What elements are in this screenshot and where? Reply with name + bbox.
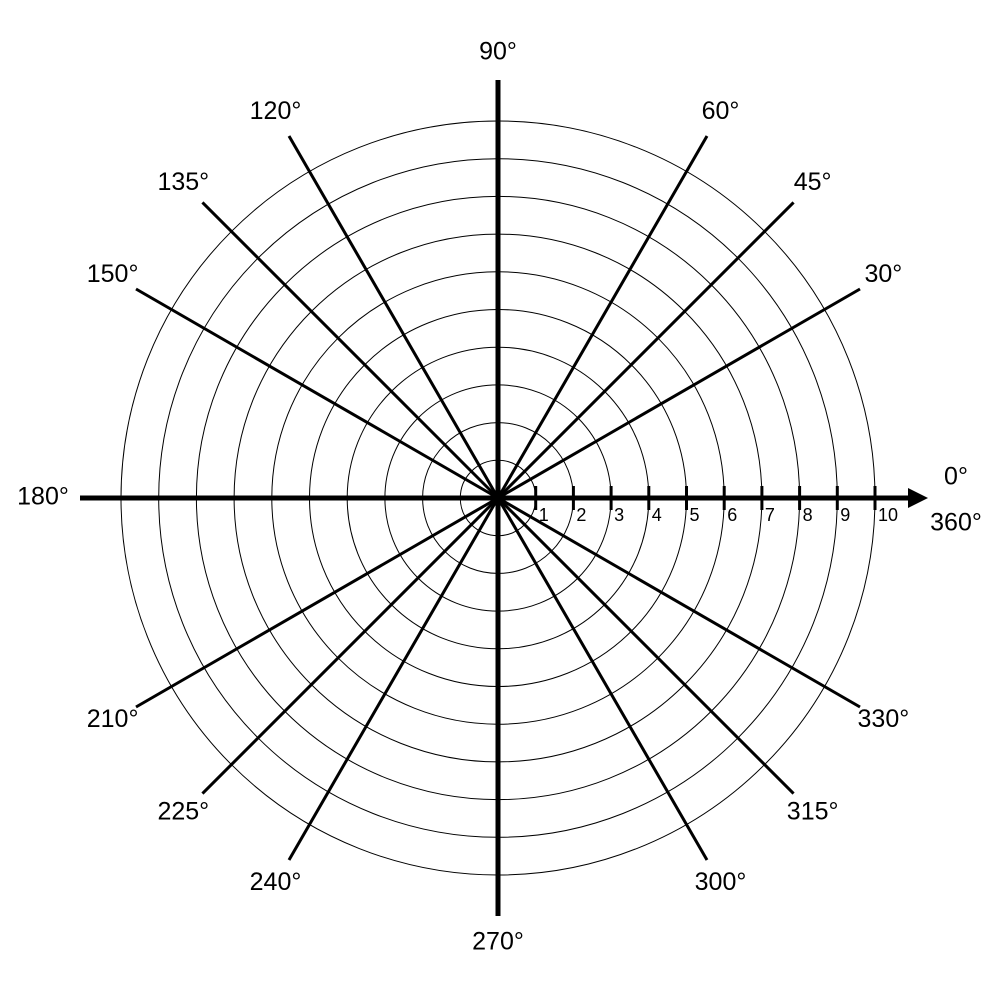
axis-arrow — [908, 488, 928, 508]
angle-label: 90° — [479, 38, 517, 66]
spoke — [135, 496, 499, 709]
spoke — [135, 287, 499, 500]
spoke — [201, 496, 500, 795]
angle-label: 330° — [858, 705, 910, 733]
angle-label: 60° — [702, 97, 740, 125]
spoke — [496, 201, 795, 500]
spoke — [497, 496, 861, 709]
angle-label: 45° — [794, 168, 832, 196]
r-tick-label: 5 — [690, 505, 700, 525]
spoke — [287, 497, 500, 861]
angle-label: 225° — [157, 797, 209, 825]
r-tick-label: 9 — [840, 505, 850, 525]
r-tick-label: 8 — [803, 505, 813, 525]
r-tick-label: 7 — [765, 505, 775, 525]
r-tick-label: 10 — [878, 505, 898, 525]
angle-label: 180° — [17, 483, 69, 511]
r-tick-label: 3 — [614, 505, 624, 525]
angle-label: 210° — [87, 705, 139, 733]
r-tick-label: 6 — [727, 505, 737, 525]
spoke — [496, 496, 795, 795]
angle-label: 240° — [250, 868, 302, 896]
spoke — [201, 201, 500, 500]
angle-label: 30° — [864, 260, 902, 288]
angle-label: 0° — [944, 463, 968, 491]
spoke — [287, 135, 500, 499]
r-tick-label: 4 — [652, 505, 662, 525]
r-tick-label: 2 — [576, 505, 586, 525]
spoke — [497, 287, 861, 500]
angle-label: 270° — [472, 928, 524, 956]
angle-label: 360° — [930, 509, 982, 537]
angle-label: 120° — [250, 97, 302, 125]
angle-label: 135° — [157, 168, 209, 196]
r-tick-label: 1 — [539, 505, 549, 525]
spoke — [496, 497, 709, 861]
angle-label: 300° — [695, 868, 747, 896]
angle-label: 150° — [87, 260, 139, 288]
angle-label: 315° — [787, 797, 839, 825]
spoke — [496, 135, 709, 499]
